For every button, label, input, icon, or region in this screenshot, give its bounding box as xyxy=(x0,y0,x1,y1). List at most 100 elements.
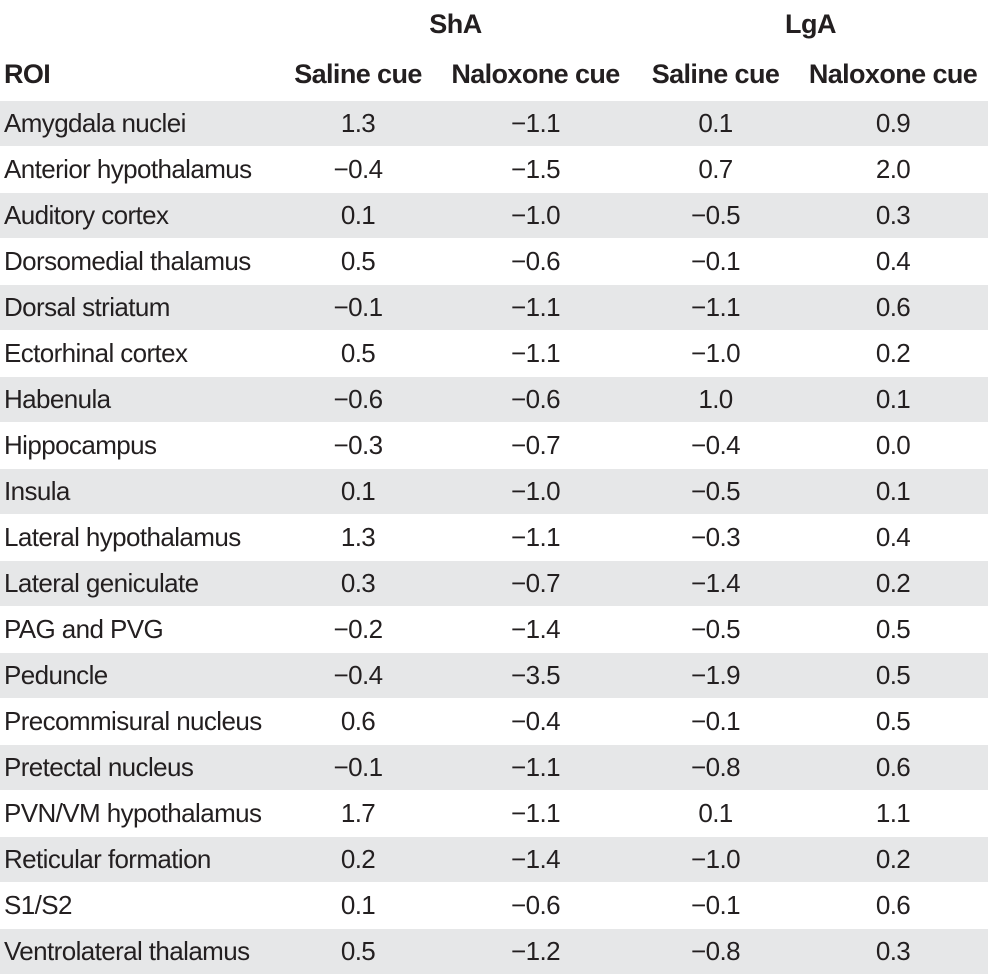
lga-saline-cell: −1.0 xyxy=(633,331,798,377)
lga-saline-cell: −0.8 xyxy=(633,929,798,974)
roi-cell: Habenula xyxy=(0,377,278,423)
sha-saline-cell: 0.5 xyxy=(278,331,438,377)
lga-saline-cell: −0.1 xyxy=(633,239,798,285)
lga-saline-cell: −0.5 xyxy=(633,193,798,239)
column-header-sha-saline: Saline cue xyxy=(278,48,438,101)
lga-saline-cell: 0.1 xyxy=(633,101,798,147)
sha-saline-cell: 0.5 xyxy=(278,239,438,285)
roi-cell: Amygdala nuclei xyxy=(0,101,278,147)
lga-saline-cell: 0.1 xyxy=(633,791,798,837)
group-header-spacer xyxy=(0,0,278,48)
sha-naloxone-cell: −1.1 xyxy=(438,791,633,837)
sha-saline-cell: −0.1 xyxy=(278,285,438,331)
roi-cell: PAG and PVG xyxy=(0,607,278,653)
lga-naloxone-cell: 0.0 xyxy=(798,423,988,469)
sha-saline-cell: 0.2 xyxy=(278,837,438,883)
lga-naloxone-cell: 0.2 xyxy=(798,837,988,883)
lga-naloxone-cell: 0.6 xyxy=(798,883,988,929)
sha-saline-cell: 1.7 xyxy=(278,791,438,837)
column-header-lga-naloxone: Naloxone cue xyxy=(798,48,988,101)
sha-naloxone-cell: −1.1 xyxy=(438,101,633,147)
group-header-lga: LgA xyxy=(633,0,988,48)
lga-naloxone-cell: 1.1 xyxy=(798,791,988,837)
roi-cell: Reticular formation xyxy=(0,837,278,883)
sha-naloxone-cell: −0.4 xyxy=(438,699,633,745)
group-header-row: ShA LgA xyxy=(0,0,988,48)
roi-cell: Lateral hypothalamus xyxy=(0,515,278,561)
lga-saline-cell: 1.0 xyxy=(633,377,798,423)
lga-saline-cell: −0.3 xyxy=(633,515,798,561)
lga-naloxone-cell: 0.6 xyxy=(798,745,988,791)
roi-cell: Peduncle xyxy=(0,653,278,699)
lga-saline-cell: −0.5 xyxy=(633,469,798,515)
lga-naloxone-cell: 0.4 xyxy=(798,239,988,285)
lga-saline-cell: −1.4 xyxy=(633,561,798,607)
sha-naloxone-cell: −1.5 xyxy=(438,147,633,193)
roi-cell: PVN/VM hypothalamus xyxy=(0,791,278,837)
data-table-container: ShA LgA ROI Saline cue Naloxone cue Sali… xyxy=(0,0,990,952)
roi-cell: Hippocampus xyxy=(0,423,278,469)
sha-saline-cell: 0.1 xyxy=(278,193,438,239)
sha-naloxone-cell: −1.1 xyxy=(438,331,633,377)
lga-naloxone-cell: 0.5 xyxy=(798,607,988,653)
sha-naloxone-cell: −3.5 xyxy=(438,653,633,699)
roi-cell: S1/S2 xyxy=(0,883,278,929)
lga-naloxone-cell: 0.2 xyxy=(798,331,988,377)
column-header-sha-naloxone: Naloxone cue xyxy=(438,48,633,101)
column-header-row: ROI Saline cue Naloxone cue Saline cue N… xyxy=(0,48,988,101)
lga-naloxone-cell: 0.1 xyxy=(798,377,988,423)
lga-naloxone-cell: 0.3 xyxy=(798,929,988,974)
lga-saline-cell: −0.5 xyxy=(633,607,798,653)
sha-saline-cell: 1.3 xyxy=(278,515,438,561)
roi-cell: Auditory cortex xyxy=(0,193,278,239)
sha-naloxone-cell: −1.4 xyxy=(438,837,633,883)
sha-naloxone-cell: −1.1 xyxy=(438,745,633,791)
group-header-sha: ShA xyxy=(278,0,633,48)
sha-saline-cell: −0.3 xyxy=(278,423,438,469)
lga-saline-cell: −0.8 xyxy=(633,745,798,791)
lga-naloxone-cell: 0.1 xyxy=(798,469,988,515)
roi-cell: Insula xyxy=(0,469,278,515)
lga-naloxone-cell: 0.3 xyxy=(798,193,988,239)
sha-naloxone-cell: −0.6 xyxy=(438,883,633,929)
sha-saline-cell: 1.3 xyxy=(278,101,438,147)
lga-saline-cell: −0.1 xyxy=(633,699,798,745)
sha-saline-cell: −0.1 xyxy=(278,745,438,791)
sha-saline-cell: −0.6 xyxy=(278,377,438,423)
sha-saline-cell: −0.2 xyxy=(278,607,438,653)
column-header-lga-saline: Saline cue xyxy=(633,48,798,101)
sha-saline-cell: 0.1 xyxy=(278,883,438,929)
lga-naloxone-cell: 2.0 xyxy=(798,147,988,193)
lga-naloxone-cell: 0.5 xyxy=(798,699,988,745)
roi-cell: Dorsomedial thalamus xyxy=(0,239,278,285)
lga-saline-cell: 0.7 xyxy=(633,147,798,193)
sha-naloxone-cell: −1.0 xyxy=(438,469,633,515)
lga-saline-cell: −0.4 xyxy=(633,423,798,469)
sha-saline-cell: −0.4 xyxy=(278,653,438,699)
roi-cell: Anterior hypothalamus xyxy=(0,147,278,193)
sha-naloxone-cell: −0.7 xyxy=(438,423,633,469)
lga-naloxone-cell: 0.9 xyxy=(798,101,988,147)
sha-saline-cell: 0.1 xyxy=(278,469,438,515)
sha-naloxone-cell: −1.0 xyxy=(438,193,633,239)
lga-saline-cell: −0.1 xyxy=(633,883,798,929)
sha-naloxone-cell: −1.4 xyxy=(438,607,633,653)
